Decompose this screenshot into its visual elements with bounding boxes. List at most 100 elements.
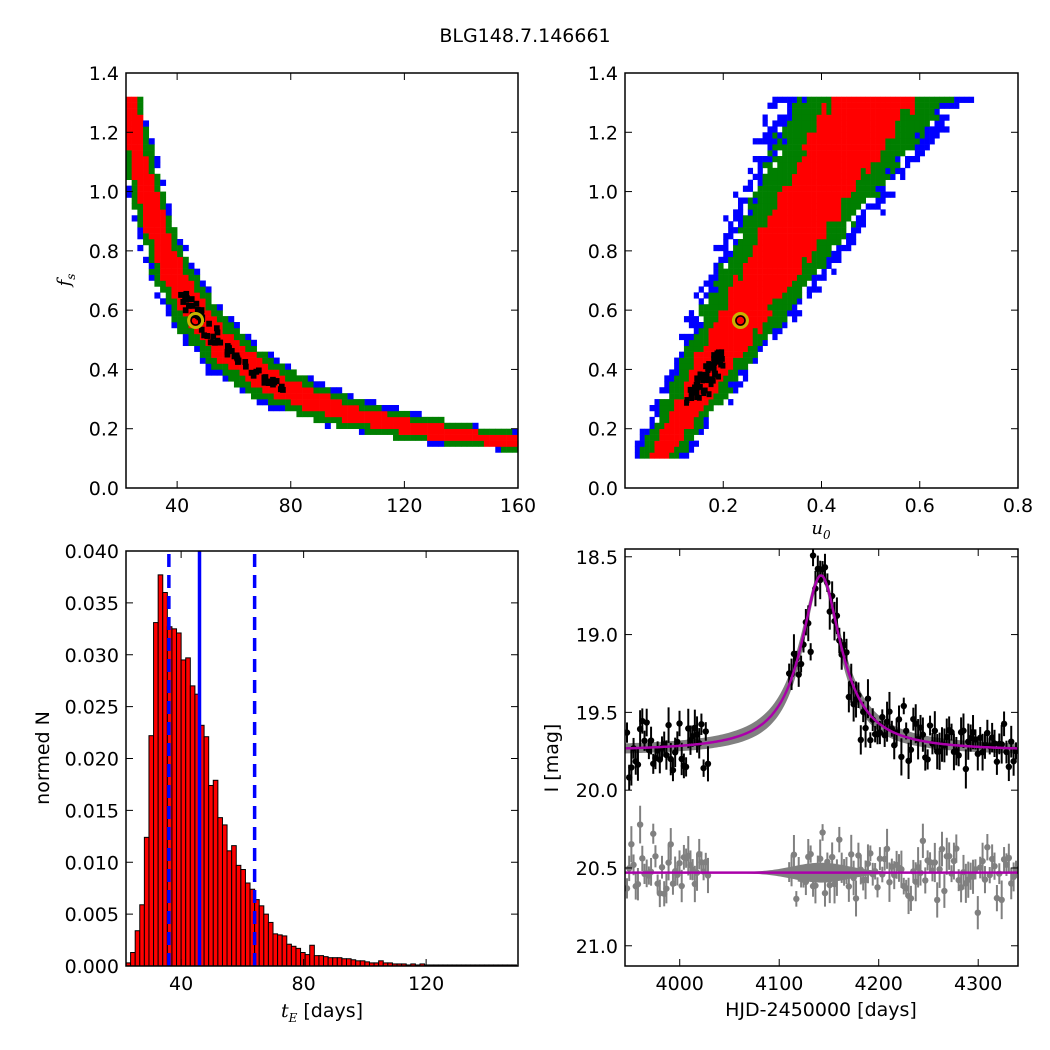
density-cell: [890, 138, 896, 145]
density-cell: [811, 239, 817, 246]
density-cell: [796, 203, 803, 210]
density-cell: [495, 428, 502, 435]
density-cell: [787, 179, 793, 186]
density-cell: [273, 363, 280, 370]
density-cell: [683, 363, 690, 370]
density-cell: [767, 280, 773, 287]
density-cell: [432, 434, 439, 441]
density-cell: [855, 167, 862, 175]
x-tick-label: 120: [408, 973, 444, 995]
density-cell: [194, 292, 201, 299]
density-cell: [688, 333, 695, 341]
density-cell: [821, 173, 827, 181]
density-cell: [679, 416, 685, 424]
density-cell: [880, 179, 886, 186]
density-cell: [674, 452, 680, 459]
density-cell: [767, 327, 773, 335]
density-cell: [796, 185, 803, 192]
data-point: [643, 719, 650, 726]
density-cell: [188, 292, 195, 299]
density-cell: [796, 191, 803, 198]
density-cell-best: [265, 380, 272, 386]
density-cell: [723, 310, 729, 317]
density-cell: [909, 138, 916, 145]
data-point: [919, 731, 927, 738]
density-cell: [787, 227, 793, 234]
density-cell: [900, 173, 906, 181]
density-cell: [821, 132, 827, 139]
density-cell: [762, 292, 768, 299]
density-cell: [875, 191, 881, 198]
density-cell: [693, 422, 699, 430]
density-cell: [302, 375, 309, 382]
density-cell: [747, 298, 754, 305]
density-cell: [398, 416, 405, 424]
density-cell: [929, 102, 935, 109]
y-axis-label: normed N: [32, 711, 54, 805]
density-cell: [137, 179, 144, 186]
density-cell: [767, 138, 773, 145]
density-cell: [846, 239, 852, 246]
density-cell: [143, 221, 150, 228]
density-cell: [341, 399, 348, 406]
density-cell: [148, 215, 155, 222]
residual-point: [845, 883, 853, 890]
density-cell: [811, 179, 817, 186]
density-cell: [506, 428, 513, 435]
density-cell: [728, 286, 734, 293]
density-cell: [777, 233, 783, 240]
density-cell: [826, 96, 832, 103]
data-point: [991, 740, 998, 747]
density-cell: [855, 156, 862, 163]
density-cell: [683, 339, 690, 347]
density-cell: [831, 108, 837, 115]
density-cell: [239, 333, 246, 341]
density-cell: [182, 274, 189, 281]
density-cell: [767, 268, 773, 275]
density-cell: [752, 233, 758, 240]
density-cell: [792, 268, 798, 275]
density-cell: [387, 416, 394, 424]
density-cell: [669, 387, 675, 394]
density-cell: [679, 369, 685, 376]
best-fit-marker-inner: [735, 315, 746, 326]
density-cell: [806, 179, 812, 186]
density-cell: [262, 363, 269, 370]
density-cell: [137, 126, 144, 133]
density-cell: [137, 203, 144, 210]
density-cell: [177, 256, 184, 264]
density-cell: [171, 256, 178, 264]
y-tick-label: 0.4: [588, 359, 618, 381]
density-cell: [782, 197, 788, 204]
density-cell: [733, 345, 739, 352]
density-cell: [806, 227, 812, 234]
density-cell: [177, 250, 184, 258]
density-cell: [816, 185, 822, 192]
data-point: [898, 753, 905, 761]
density-cell: [787, 185, 793, 192]
density-cell: [792, 215, 798, 222]
density-cell: [222, 339, 229, 347]
density-cell: [954, 102, 960, 109]
density-cell: [683, 357, 690, 364]
density-cell: [154, 156, 161, 163]
density-cell: [679, 446, 685, 453]
data-point: [625, 729, 631, 736]
density-cell: [341, 422, 348, 430]
density-cell: [821, 250, 827, 258]
density-cell: [875, 150, 881, 157]
density-cell: [737, 369, 744, 376]
density-cell-best: [688, 391, 694, 398]
density-cell: [762, 339, 768, 347]
density-cell-best: [694, 390, 700, 396]
density-cell: [375, 422, 382, 430]
residual-point: [625, 885, 631, 892]
density-cell: [160, 179, 167, 186]
density-cell: [905, 114, 911, 121]
density-cell: [762, 203, 768, 210]
residual-point: [819, 829, 826, 836]
density-cell: [850, 108, 857, 115]
density-cell: [228, 369, 235, 376]
density-cell: [664, 440, 670, 447]
density-cell: [693, 292, 699, 299]
